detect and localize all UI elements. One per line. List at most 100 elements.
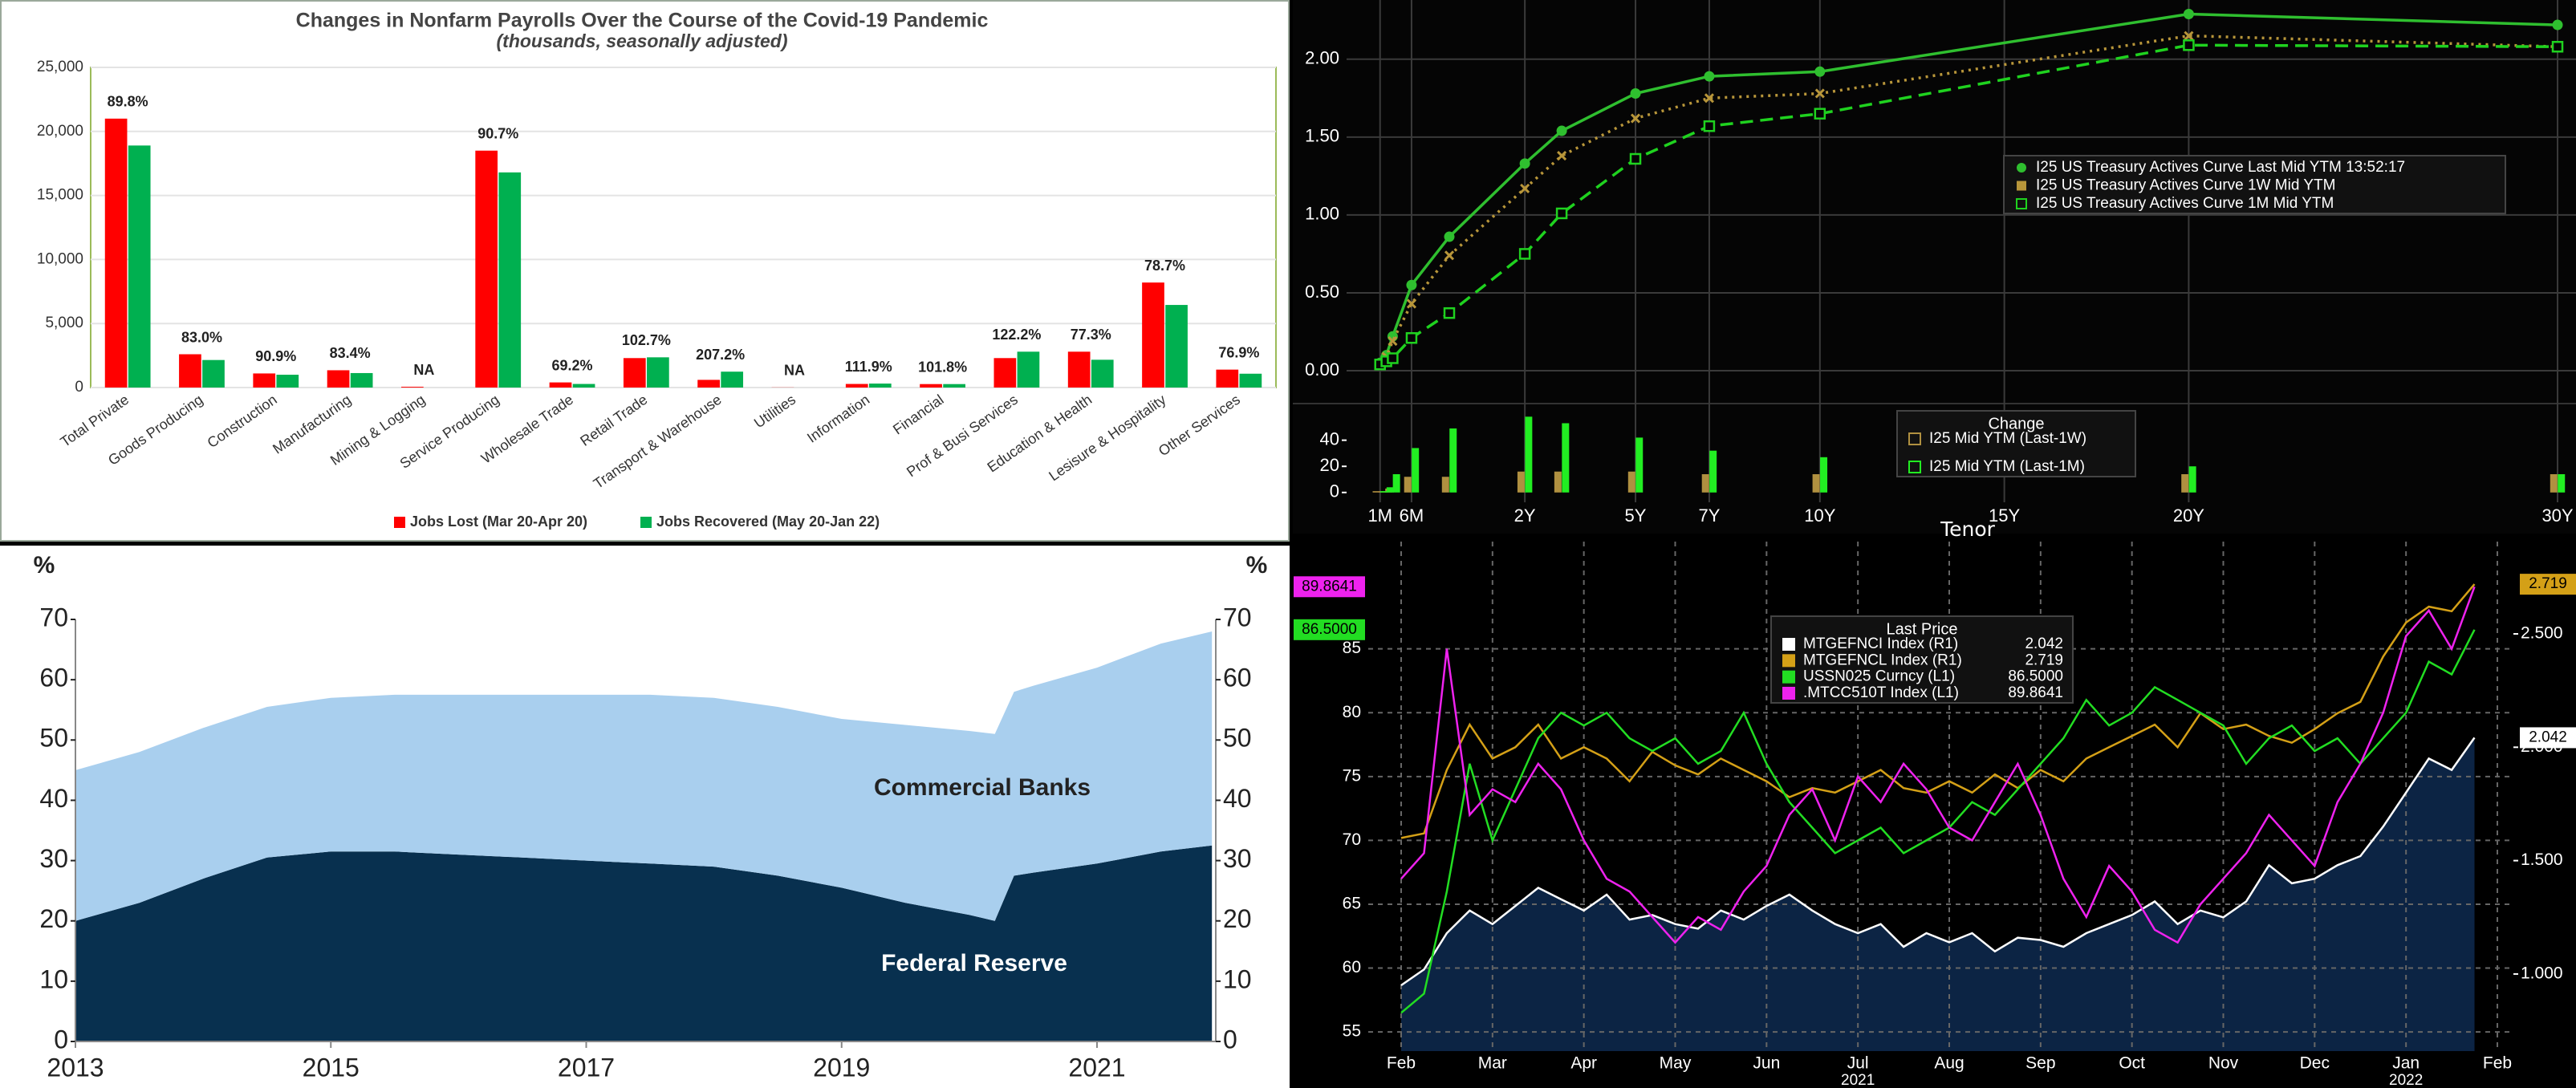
bar [1449,428,1457,493]
bar [2558,473,2566,493]
legend-swatch [1782,654,1795,668]
x-tick-label: 30Y [2541,505,2573,526]
bar [327,370,350,388]
point [1388,336,1398,347]
legend-label: I25 US Treasury Actives Curve 1M Mid YTM [2036,195,2334,212]
bar-annotation: 89.8% [108,94,148,110]
legend-box [1770,615,2074,704]
bar [549,382,572,388]
y-tick-label: 1.00 [1305,204,1339,224]
bar-annotation: 69.2% [552,357,593,373]
bar [475,150,498,388]
bar [1372,491,1380,493]
point [2183,39,2195,51]
bar [1067,351,1091,388]
y-tick-label: 0.50 [1305,282,1339,302]
series-area [1401,737,2475,1051]
point [1630,87,1641,99]
x-tick-label: 2021 [1068,1053,1125,1082]
y-tick-label: 50 [39,724,68,753]
x-tick-label: 20Y [2173,505,2204,526]
series-line [1400,629,2476,1014]
y-tick-label: 30 [1223,844,1252,873]
legend-label: USSN025 Curncy (L1) [1803,668,1955,685]
legend-value: 89.8641 [2008,684,2063,701]
legend-box [1896,410,2136,477]
y-tick-label: 0 [54,1025,68,1053]
point [1814,88,1825,99]
x-tick-label: Aug [1934,1054,1964,1073]
bar-annotation: 76.9% [1218,344,1259,360]
legend-swatch [1908,432,1921,445]
point [1406,298,1417,309]
bar [1635,437,1644,493]
y-tick-label: 30 [39,844,68,873]
bar-annotation: 77.3% [1071,327,1111,343]
y-tick-label: 1.000 [2521,964,2563,982]
value-tag-label: 2.042 [2529,729,2567,745]
y-tick-label: 60 [1343,958,1361,976]
x-tick-label: 10Y [1804,505,1835,526]
legend-value: 2.042 [2025,635,2063,652]
bar [1091,359,1114,388]
point [1704,93,1715,104]
bar [1216,369,1239,388]
series-line [1379,43,2558,366]
point [1556,125,1567,136]
bar [1627,471,1635,493]
y-tick-label: 70 [1343,830,1361,849]
bar [1392,473,1400,493]
x-tick-label: Apr [1570,1054,1597,1073]
legend-label: Jobs Lost (Mar 20-Apr 20) [410,514,587,530]
legend-swatch [640,517,652,528]
bar-annotation: 207.2% [696,347,745,363]
y-tick-label: 50 [1223,724,1252,753]
point [1518,248,1531,260]
bar [1562,423,1570,493]
legend-label: MTGEFNCI Index (R1) [1803,635,1958,652]
bar [721,371,744,388]
chart-subtitle: (thousands, seasonally adjusted) [497,30,788,51]
y-tick-label: 20 [39,904,68,933]
bar [1525,416,1533,493]
bar-annotation: 83.0% [181,329,222,345]
x-tick-label: 6M [1400,505,1424,526]
point [1520,183,1530,193]
legend-swatch [2017,181,2026,191]
series-line [1400,737,2476,987]
bar [1701,473,1709,493]
y-tick-label: 70 [1223,603,1252,631]
y-tick-label: 55 [1343,1022,1361,1041]
legend-value: 86.5000 [2008,668,2063,685]
bar [1379,491,1388,493]
bar [498,172,522,388]
bar [2188,466,2196,493]
value-tag [1294,576,1365,598]
bar [104,118,128,388]
series-line [1400,586,2476,944]
x-tick-label: 1M [1367,505,1392,526]
bar-annotation: 90.7% [477,125,518,141]
x-tick-label: Dec [2300,1054,2330,1073]
bar [276,375,299,388]
bar [202,359,225,388]
legend-title: Last Price [1887,620,1958,638]
legend-label: Jobs Recovered (May 20-Jan 22) [656,514,880,530]
y-tick-label: 20 [1320,455,1339,475]
bar [943,384,965,388]
x-tick-label: 2015 [303,1053,360,1082]
bar [1709,450,1717,493]
y-tick-label: 0 [1330,481,1339,501]
x-tick-label: 2019 [813,1053,870,1082]
bar-annotation: NA [784,363,805,379]
x-tick-label: May [1660,1054,1692,1073]
point [2184,30,2194,41]
y-tick-label: 25,000 [37,59,83,75]
point [1405,331,1418,344]
panel-divider [1293,403,2576,404]
value-tag-label: 89.8641 [1302,578,1357,595]
bar [2181,473,2189,493]
y-tick-label: 10,000 [37,250,83,267]
